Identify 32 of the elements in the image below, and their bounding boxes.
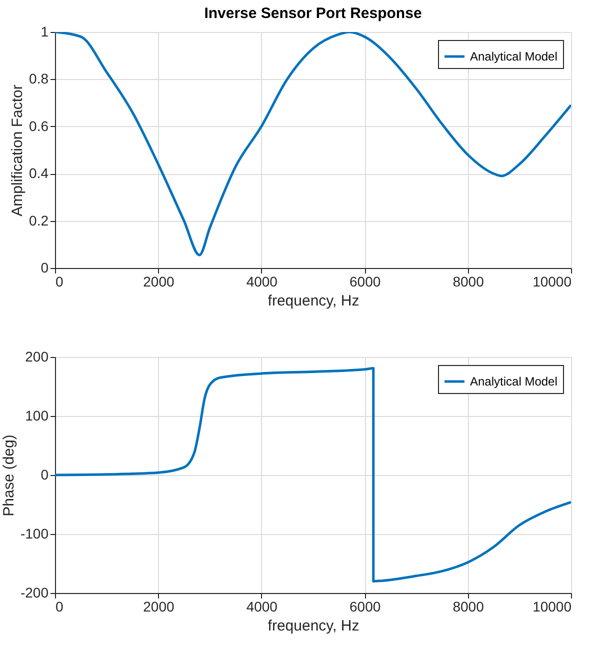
- y-tick-label: 0.8: [29, 70, 49, 87]
- x-tick-label: 8000: [452, 274, 484, 290]
- x-tick-label: 0: [56, 598, 64, 614]
- y-tick-label: 200: [25, 348, 49, 364]
- y-axis-title: Amplification Factor: [9, 84, 26, 216]
- y-axis-title: Phase (deg): [0, 434, 18, 516]
- x-tick-label: 4000: [246, 274, 278, 290]
- y-tick-label: 1: [40, 24, 49, 40]
- x-axis-title: frequency, Hz: [268, 618, 360, 634]
- y-tick-label: -100: [20, 526, 49, 542]
- x-tick-label: 10000: [532, 598, 572, 614]
- x-tick-label: 6000: [350, 274, 381, 290]
- x-tick-label: 4000: [246, 598, 278, 614]
- line-series: [55, 366, 571, 582]
- y-tick-label: 0: [40, 260, 49, 276]
- line-series: [55, 32, 571, 256]
- x-axis-title: frequency, Hz: [268, 292, 360, 310]
- x-tick-label: 10000: [532, 274, 572, 290]
- y-tick-label: 0: [40, 466, 49, 482]
- x-tick-label: 2000: [143, 274, 174, 290]
- x-tick-label: 2000: [143, 598, 174, 614]
- legend-label: Analytical Model: [470, 50, 558, 64]
- y-tick-label: 0.4: [29, 165, 49, 182]
- y-tick-label: -200: [20, 584, 49, 600]
- y-tick-label: 0.2: [29, 212, 49, 228]
- x-tick-label: 0: [56, 274, 64, 290]
- x-tick-label: 6000: [350, 598, 381, 614]
- x-tick-label: 8000: [452, 598, 484, 614]
- y-tick-label: 0.6: [29, 118, 49, 134]
- legend-label: Analytical Model: [470, 374, 558, 388]
- chart-title: Inverse Sensor Port Response: [204, 5, 422, 22]
- y-tick-label: 100: [25, 408, 49, 424]
